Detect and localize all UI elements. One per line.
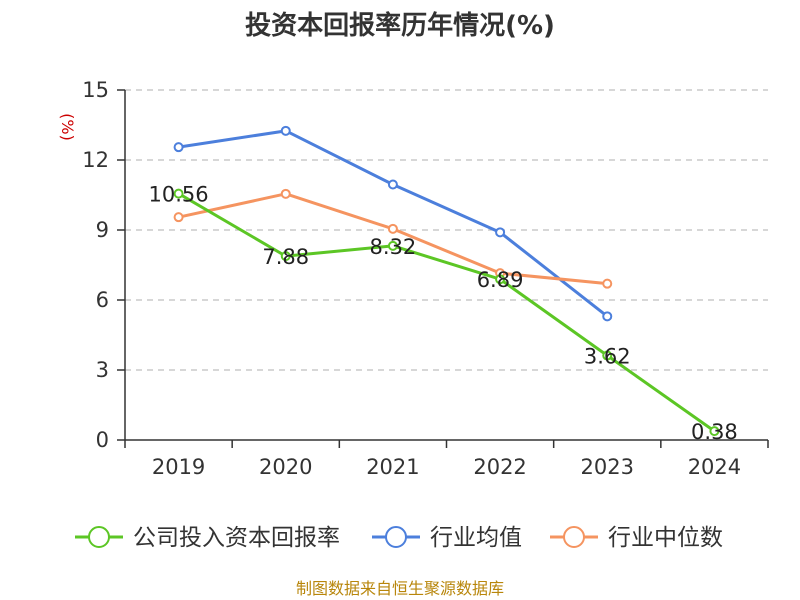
series-line (177, 192, 716, 433)
data-point (280, 251, 291, 262)
x-tick-label: 2020 (259, 455, 312, 479)
data-point (387, 223, 398, 234)
chart-title: 投资本回报率历年情况(%) (245, 10, 555, 41)
data-point (173, 188, 184, 199)
axes: 0 3 6 9 12 15 2019 2020 2021 2022 2023 2024 (82, 78, 769, 479)
data-point (173, 212, 184, 223)
data-label: 0.38 (691, 420, 738, 444)
data-label: 6.89 (477, 268, 524, 292)
legend-swatch-marker (88, 526, 110, 548)
data-point (602, 278, 613, 289)
x-tick-label: 2021 (366, 455, 419, 479)
data-point (387, 179, 398, 190)
data-point (173, 142, 184, 153)
y-tick-label: 15 (82, 78, 109, 102)
y-tick-label: 12 (82, 148, 109, 172)
source-note: 制图数据来自恒生聚源数据库 (296, 579, 504, 598)
data-label: 7.88 (262, 245, 309, 269)
x-tick-label: 2019 (152, 455, 205, 479)
data-label: 10.56 (149, 183, 209, 207)
data-point (495, 274, 506, 285)
legend-label: 公司投入资本回报率 (133, 525, 340, 551)
x-tick-label: 2023 (581, 455, 634, 479)
y-tick-label: 9 (96, 218, 109, 242)
legend-item[interactable]: 公司投入资本回报率 (75, 525, 340, 551)
data-point (602, 350, 613, 361)
data-label: 8.32 (370, 235, 417, 259)
y-tick-label: 0 (96, 428, 109, 452)
series-lines (173, 125, 720, 437)
x-tick-label: 2024 (688, 455, 741, 479)
data-labels: 10.56 7.88 8.32 6.89 3.62 0.38 (149, 183, 738, 445)
x-tick-label: 2022 (473, 455, 526, 479)
legend-swatch-marker (385, 526, 407, 548)
series-line (178, 129, 609, 318)
y-tick-label: 6 (96, 288, 109, 312)
data-point (602, 311, 613, 322)
y-tick-label: 3 (96, 358, 109, 382)
legend-swatch-marker (563, 526, 585, 548)
legend-label: 行业均值 (430, 525, 522, 551)
y-axis-unit-label: (%) (58, 113, 77, 141)
data-point (495, 227, 506, 238)
legend-item[interactable]: 行业中位数 (550, 525, 723, 551)
legend-label: 行业中位数 (608, 525, 723, 551)
data-point (280, 125, 291, 136)
gridlines (125, 89, 768, 371)
data-point (387, 240, 398, 251)
legend[interactable]: 公司投入资本回报率 行业均值 行业中位数 (75, 525, 723, 551)
data-point (709, 426, 720, 437)
data-label: 3.62 (584, 345, 631, 369)
legend-item[interactable]: 行业均值 (372, 525, 522, 551)
data-point (280, 188, 291, 199)
